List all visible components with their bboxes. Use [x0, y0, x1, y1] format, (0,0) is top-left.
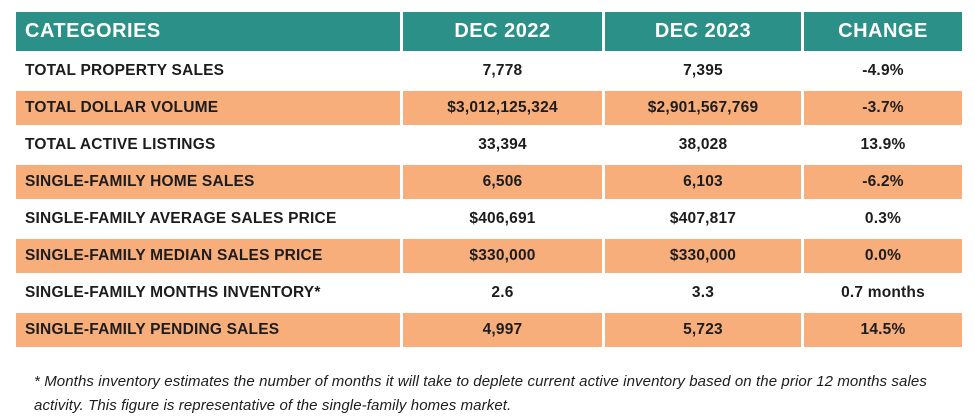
cell-change: -4.9% — [801, 54, 962, 88]
cell-dec-2023: 5,723 — [602, 313, 801, 347]
table-row: SINGLE-FAMILY MEDIAN SALES PRICE $330,00… — [16, 239, 962, 273]
header-categories: CATEGORIES — [16, 12, 400, 51]
table-row: TOTAL DOLLAR VOLUME $3,012,125,324 $2,90… — [16, 91, 962, 125]
table-row: SINGLE-FAMILY PENDING SALES 4,997 5,723 … — [16, 313, 962, 347]
cell-dec-2022: $330,000 — [400, 239, 602, 273]
table-row: TOTAL PROPERTY SALES 7,778 7,395 -4.9% — [16, 54, 962, 88]
table-row: SINGLE-FAMILY HOME SALES 6,506 6,103 -6.… — [16, 165, 962, 199]
cell-dec-2023: $407,817 — [602, 202, 801, 236]
table-row: SINGLE-FAMILY AVERAGE SALES PRICE $406,6… — [16, 202, 962, 236]
cell-category: TOTAL PROPERTY SALES — [25, 62, 225, 79]
cell-change: 0.0% — [801, 239, 962, 273]
cell-category: SINGLE-FAMILY MONTHS INVENTORY* — [25, 284, 321, 301]
cell-category: SINGLE-FAMILY MEDIAN SALES PRICE — [16, 239, 400, 273]
cell-category: TOTAL ACTIVE LISTINGS — [25, 136, 216, 153]
cell-category: SINGLE-FAMILY HOME SALES — [16, 165, 400, 199]
header-change: CHANGE — [801, 12, 962, 51]
cell-change: 14.5% — [801, 313, 962, 347]
cell-dec-2023: $2,901,567,769 — [602, 91, 801, 125]
cell-dec-2023: 7,395 — [602, 54, 801, 88]
cell-change: 0.3% — [801, 202, 962, 236]
cell-dec-2022: $406,691 — [400, 202, 602, 236]
cell-dec-2022: 2.6 — [400, 276, 602, 310]
header-dec-2023: DEC 2023 — [602, 12, 801, 51]
footnote: * Months inventory estimates the number … — [34, 373, 927, 414]
cell-category: SINGLE-FAMILY PENDING SALES — [16, 313, 400, 347]
cell-dec-2023: $330,000 — [602, 239, 801, 273]
cell-dec-2023: 3.3 — [602, 276, 801, 310]
cell-dec-2022: 7,778 — [400, 54, 602, 88]
market-stats-table: CATEGORIES DEC 2022 DEC 2023 CHANGE TOTA… — [16, 12, 962, 414]
cell-change: -3.7% — [801, 91, 962, 125]
cell-dec-2022: 6,506 — [400, 165, 602, 199]
table-header-row: CATEGORIES DEC 2022 DEC 2023 CHANGE — [16, 12, 962, 51]
table-body: TOTAL PROPERTY SALES 7,778 7,395 -4.9% T… — [16, 54, 962, 347]
cell-change: 13.9% — [801, 128, 962, 162]
cell-dec-2022: 4,997 — [400, 313, 602, 347]
table-row: SINGLE-FAMILY MONTHS INVENTORY* 2.6 3.3 … — [16, 276, 962, 310]
cell-category: SINGLE-FAMILY AVERAGE SALES PRICE — [25, 210, 337, 227]
cell-dec-2023: 38,028 — [602, 128, 801, 162]
cell-change: 0.7 months — [801, 276, 962, 310]
cell-dec-2023: 6,103 — [602, 165, 801, 199]
cell-change: -6.2% — [801, 165, 962, 199]
header-dec-2022: DEC 2022 — [400, 12, 602, 51]
table-row: TOTAL ACTIVE LISTINGS 33,394 38,028 13.9… — [16, 128, 962, 162]
cell-dec-2022: $3,012,125,324 — [400, 91, 602, 125]
cell-dec-2022: 33,394 — [400, 128, 602, 162]
cell-category: TOTAL DOLLAR VOLUME — [16, 91, 400, 125]
